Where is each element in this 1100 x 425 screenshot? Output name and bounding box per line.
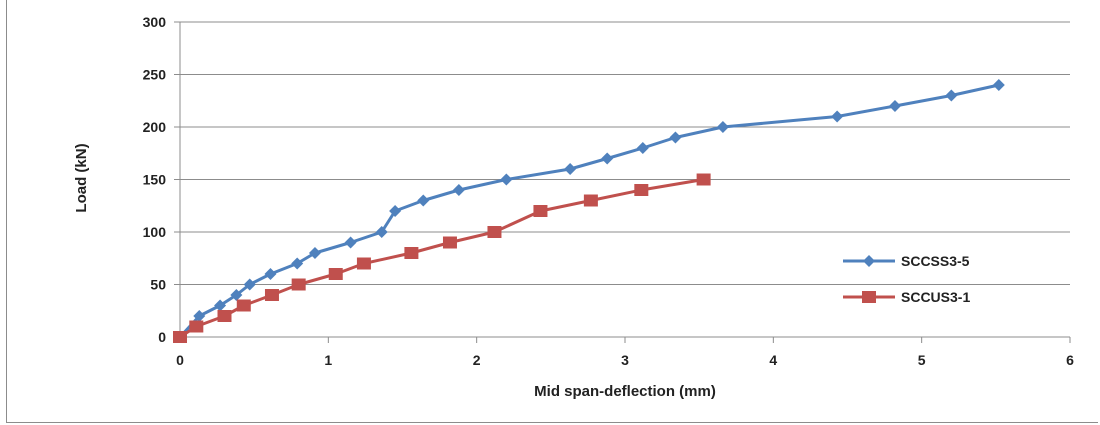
data-point — [564, 163, 576, 175]
data-point — [173, 331, 187, 343]
data-point — [345, 237, 357, 249]
data-point — [189, 321, 203, 333]
y-tick-labels: 0 50 100 150 200 250 300 — [143, 14, 167, 345]
data-point — [669, 132, 681, 144]
data-point — [945, 90, 957, 102]
x-tick-label: 0 — [176, 352, 184, 368]
data-point — [697, 174, 711, 186]
legend-label: SCCUS3-1 — [901, 289, 970, 305]
series-SCCSS3-5 — [174, 79, 1005, 343]
y-tick-label: 150 — [143, 172, 167, 188]
x-tick-label: 2 — [473, 352, 481, 368]
legend: SCCSS3-5 SCCUS3-1 — [843, 253, 970, 305]
data-point — [601, 153, 613, 165]
data-point — [218, 310, 232, 322]
data-point — [264, 268, 276, 280]
data-point — [889, 100, 901, 112]
series-line — [180, 180, 704, 338]
series-group — [173, 79, 1005, 343]
legend-label: SCCSS3-5 — [901, 253, 970, 269]
data-point — [417, 195, 429, 207]
data-point — [487, 226, 501, 238]
data-point — [500, 174, 512, 186]
legend-marker — [863, 255, 875, 267]
data-point — [329, 268, 343, 280]
data-point — [831, 111, 843, 123]
x-tick-labels: 0 1 2 3 4 5 6 — [176, 352, 1074, 368]
data-point — [533, 205, 547, 217]
x-tick-label: 4 — [769, 352, 777, 368]
y-tick-label: 0 — [158, 329, 166, 345]
legend-marker — [862, 291, 876, 303]
y-tick-label: 50 — [150, 277, 166, 293]
data-point — [357, 258, 371, 270]
x-tick-label: 3 — [621, 352, 629, 368]
data-point — [993, 79, 1005, 91]
y-axis-title: Load (kN) — [73, 143, 90, 212]
y-tick-label: 250 — [143, 67, 167, 83]
y-tick-label: 200 — [143, 119, 167, 135]
x-axis-title: Mid span-deflection (mm) — [534, 383, 716, 400]
data-point — [584, 195, 598, 207]
x-tick-label: 5 — [918, 352, 926, 368]
data-point — [453, 184, 465, 196]
data-point — [443, 237, 457, 249]
x-tick-label: 6 — [1066, 352, 1074, 368]
y-tick-label: 100 — [143, 224, 167, 240]
legend-item: SCCSS3-5 — [843, 253, 970, 269]
data-point — [404, 247, 418, 259]
series-SCCUS3-1 — [173, 174, 711, 344]
legend-item: SCCUS3-1 — [843, 289, 970, 305]
x-tick-label: 1 — [324, 352, 332, 368]
data-point — [237, 300, 251, 312]
data-point — [717, 121, 729, 133]
data-point — [265, 289, 279, 301]
data-point — [634, 184, 648, 196]
data-point — [637, 142, 649, 154]
y-tick-label: 300 — [143, 14, 167, 30]
data-point — [292, 279, 306, 291]
